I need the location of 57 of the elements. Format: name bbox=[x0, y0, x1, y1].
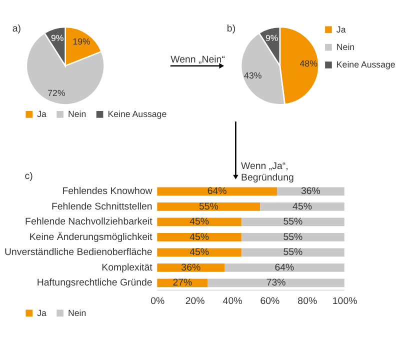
text: a) bbox=[12, 23, 22, 34]
bar bbox=[224, 263, 344, 272]
y-tick-label: Fehlende Nachvollziehbarkeit bbox=[25, 216, 153, 228]
bar bbox=[157, 232, 242, 242]
legend-label: Nein bbox=[68, 308, 86, 318]
data-label: 36% bbox=[181, 262, 201, 274]
x-tick-label: 40% bbox=[222, 296, 243, 307]
data-label: 64% bbox=[207, 186, 228, 198]
bar bbox=[260, 202, 344, 211]
bar bbox=[157, 218, 242, 226]
data-label: 55% bbox=[283, 232, 303, 243]
data-label: 72% bbox=[48, 88, 66, 98]
x-tick-label: 20% bbox=[185, 296, 206, 307]
bar bbox=[157, 202, 260, 211]
bar bbox=[241, 248, 344, 257]
data-label: 27% bbox=[172, 278, 193, 289]
data-label: 45% bbox=[190, 232, 210, 243]
legend-label: Nein bbox=[336, 42, 355, 52]
text: Wenn „Nein“ bbox=[170, 54, 225, 66]
data-label: 9% bbox=[266, 32, 278, 43]
data-label: 19% bbox=[72, 36, 90, 47]
data-label: 36% bbox=[300, 186, 321, 198]
bar bbox=[241, 232, 344, 242]
x-tick-label: 60% bbox=[260, 296, 280, 307]
x-tick-label: 80% bbox=[298, 296, 318, 307]
legend-label: Nein bbox=[68, 109, 86, 120]
text: Wenn „Ja“, Begründung bbox=[240, 161, 294, 184]
legend-label: Ja bbox=[37, 308, 46, 318]
data-label: 43% bbox=[244, 70, 262, 80]
data-label: 64% bbox=[274, 262, 295, 274]
y-tick-label: Haftungsrechtliche Gründe bbox=[36, 278, 152, 289]
data-label: 9% bbox=[50, 32, 64, 43]
legend-label: Keine Aussage bbox=[336, 60, 396, 70]
legend-label: Keine Aussage bbox=[108, 109, 167, 120]
text: c) bbox=[24, 170, 33, 182]
y-tick-label: Komplexität bbox=[102, 262, 153, 274]
data-label: 55% bbox=[198, 201, 219, 212]
legend-label: Ja bbox=[37, 109, 46, 120]
x-tick-label: 0% bbox=[150, 296, 165, 307]
data-label: 55% bbox=[283, 216, 303, 228]
bar bbox=[157, 187, 277, 196]
y-tick-label: Keine Änderungsmöglichkeit bbox=[29, 230, 153, 243]
data-label: 45% bbox=[292, 201, 312, 212]
data-label: 48% bbox=[300, 58, 318, 69]
bar bbox=[157, 248, 242, 257]
y-tick-label: Fehlende Schnittstellen bbox=[51, 201, 152, 212]
data-label: 73% bbox=[266, 278, 286, 289]
legend-label: Ja bbox=[336, 24, 346, 34]
data-label: 55% bbox=[283, 247, 303, 258]
data-label: 45% bbox=[190, 247, 210, 258]
y-tick-label: Unverständliche Bedienoberfläche bbox=[4, 247, 152, 258]
text: b) bbox=[226, 23, 236, 34]
bar bbox=[241, 218, 344, 226]
y-tick-label: Fehlendes Knowhow bbox=[62, 186, 154, 198]
bar bbox=[208, 278, 344, 288]
data-label: 45% bbox=[190, 216, 210, 228]
x-tick-label: 100% bbox=[332, 296, 358, 307]
